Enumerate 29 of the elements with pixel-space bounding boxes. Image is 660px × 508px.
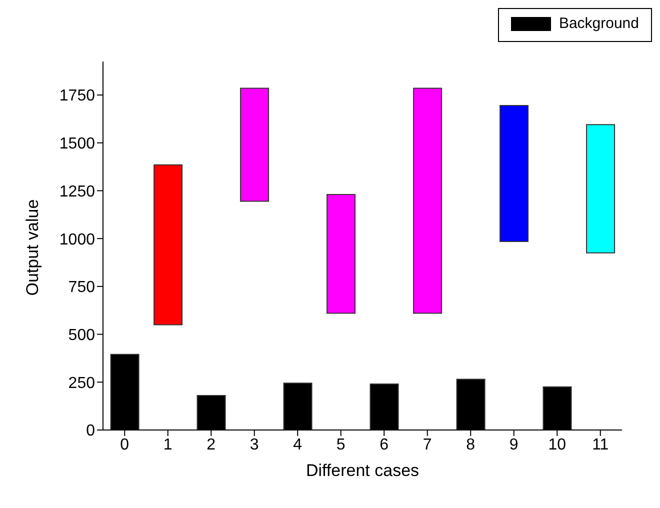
x-tick-label: 8 xyxy=(466,436,476,454)
y-tick-label: 250 xyxy=(68,374,96,392)
y-tick-label: 1750 xyxy=(59,88,96,105)
y-tick-label: 500 xyxy=(68,326,96,344)
x-tick-label: 5 xyxy=(336,436,346,454)
bar xyxy=(586,124,616,254)
x-tick-label: 10 xyxy=(548,436,566,454)
bar xyxy=(500,105,529,242)
x-tick-label: 6 xyxy=(380,436,389,454)
x-tick-label: 3 xyxy=(250,436,259,454)
bar xyxy=(326,194,356,314)
y-tick-label: 750 xyxy=(68,279,96,296)
y-tick-label: 1000 xyxy=(59,231,96,248)
legend-label: Background xyxy=(558,15,639,32)
y-tick-label: 1250 xyxy=(59,183,96,200)
y-tick-label: 0 xyxy=(86,422,96,440)
x-tick-label: 4 xyxy=(293,436,302,454)
x-tick-label: 1 xyxy=(163,436,172,454)
y-tick-label: 1500 xyxy=(59,136,96,153)
x-tick-label: 11 xyxy=(592,436,609,454)
x-tick-label: 0 xyxy=(120,436,130,454)
bar xyxy=(413,88,442,314)
x-tick-label: 2 xyxy=(206,436,216,454)
x-tick-label: 7 xyxy=(422,436,432,454)
x-axis-title: Different cases xyxy=(306,461,420,480)
x-tick-label: 9 xyxy=(509,436,518,454)
bar xyxy=(154,164,183,326)
y-axis-title: Output value xyxy=(23,199,42,296)
bar xyxy=(240,88,270,202)
